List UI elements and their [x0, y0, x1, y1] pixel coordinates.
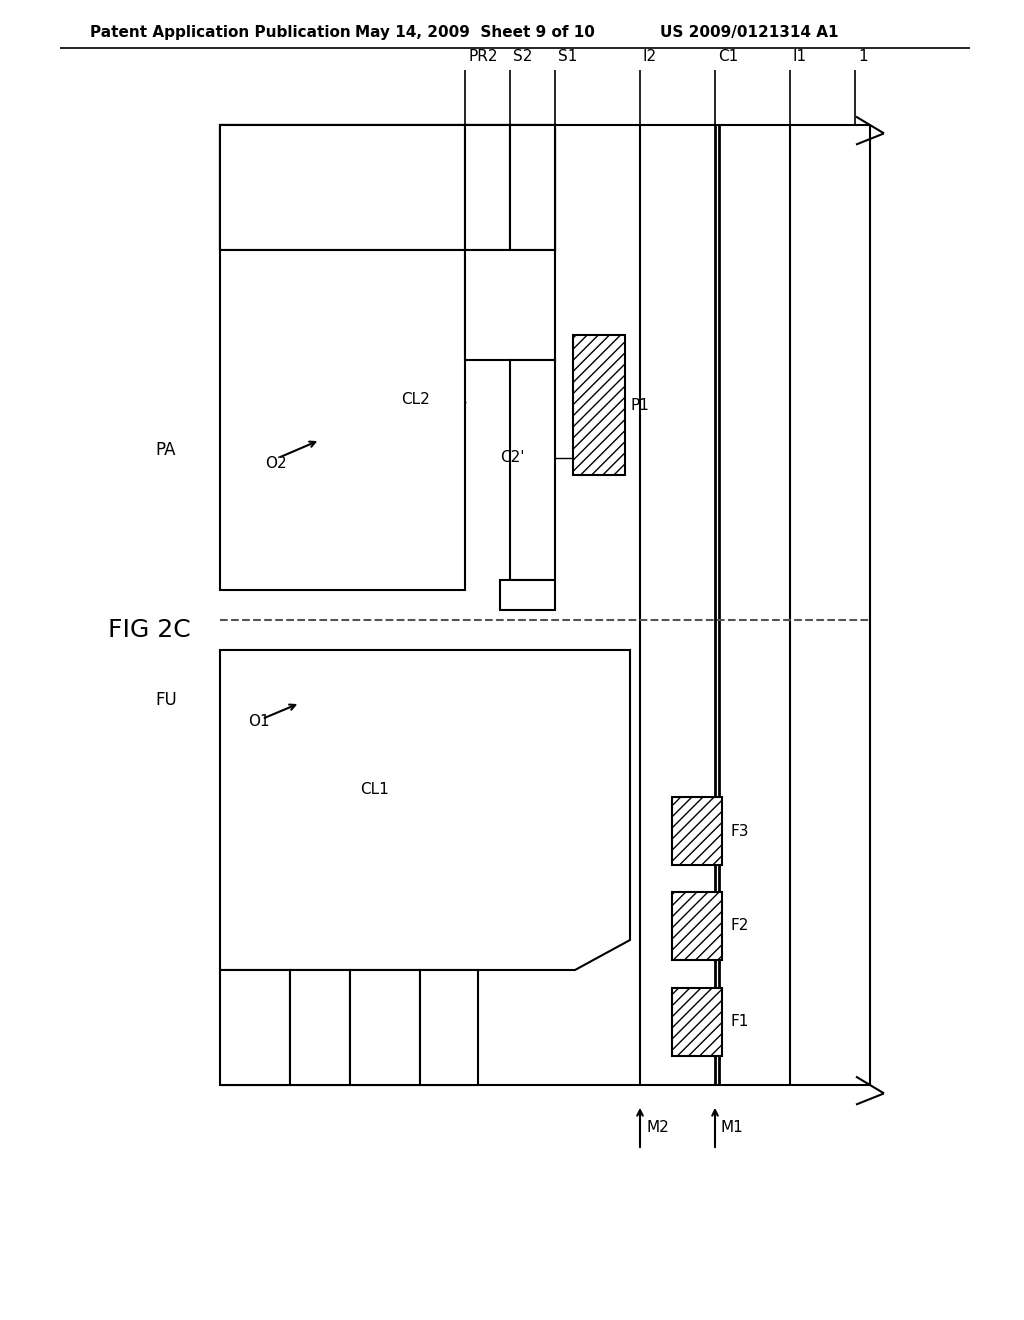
Bar	[510, 125, 555, 249]
Text: S1: S1	[558, 49, 578, 63]
Bar	[672, 892, 722, 960]
Text: PR2: PR2	[468, 49, 498, 63]
Text: May 14, 2009  Sheet 9 of 10: May 14, 2009 Sheet 9 of 10	[355, 25, 595, 40]
Bar	[220, 125, 555, 249]
Text: O2: O2	[265, 455, 287, 470]
Text: I2: I2	[643, 49, 657, 63]
Text: CL2: CL2	[401, 392, 430, 408]
Bar	[500, 579, 555, 610]
Text: F3: F3	[730, 824, 749, 838]
Text: F1: F1	[730, 1015, 749, 1030]
Text: C2': C2'	[500, 450, 524, 466]
Text: F2: F2	[730, 919, 749, 933]
Bar	[290, 970, 350, 1085]
Text: O1: O1	[248, 714, 269, 730]
Text: US 2009/0121314 A1: US 2009/0121314 A1	[660, 25, 839, 40]
Bar	[465, 249, 555, 360]
Bar	[220, 125, 510, 249]
Text: FU: FU	[155, 690, 177, 709]
Text: M2: M2	[646, 1119, 669, 1134]
Text: M1: M1	[721, 1119, 743, 1134]
Bar	[672, 797, 722, 865]
Text: 1: 1	[858, 49, 867, 63]
Bar	[510, 360, 555, 579]
Bar	[573, 335, 625, 475]
Text: CL1: CL1	[360, 783, 389, 797]
Bar	[350, 970, 420, 1085]
Text: S2: S2	[513, 49, 532, 63]
Bar	[465, 125, 510, 249]
Bar	[220, 125, 465, 249]
Bar	[220, 970, 290, 1085]
Text: I1: I1	[793, 49, 807, 63]
Bar	[420, 970, 478, 1085]
Bar	[672, 987, 722, 1056]
Text: PA: PA	[155, 441, 175, 459]
Polygon shape	[220, 649, 630, 970]
Bar	[220, 249, 465, 590]
Text: P1: P1	[631, 397, 650, 412]
Text: Patent Application Publication: Patent Application Publication	[90, 25, 351, 40]
Bar	[510, 125, 555, 249]
Text: FIG 2C: FIG 2C	[108, 618, 190, 642]
Text: C1: C1	[718, 49, 738, 63]
